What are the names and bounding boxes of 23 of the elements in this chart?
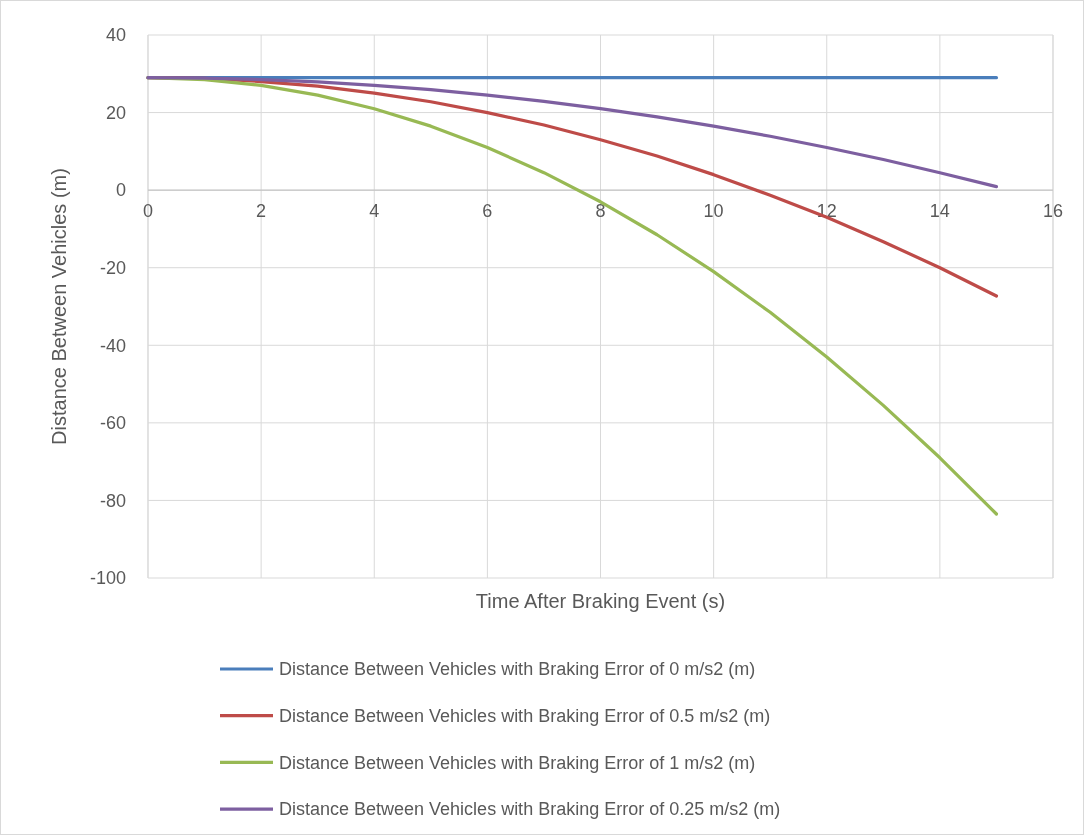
x-tick-label: 0 (142, 200, 154, 221)
y-tick-label: -20 (99, 258, 126, 279)
x-tick-label: 14 (929, 200, 950, 221)
x-tick-label: 2 (256, 200, 267, 221)
y-tick-label: -80 (99, 490, 126, 511)
y-tick-label: 0 (115, 180, 126, 201)
y-tick-label: 20 (105, 102, 126, 123)
x-axis-title: Time After Braking Event (s) (475, 590, 726, 612)
y-axis-title: Distance Between Vehicles (m) (48, 168, 70, 445)
legend-label: Distance Between Vehicles with Braking Error of 1 m/s2 (m) (279, 752, 756, 773)
x-tick-label: 10 (703, 200, 724, 221)
y-tick-label: -60 (99, 413, 126, 434)
y-tick-label: -40 (99, 335, 126, 356)
line-series (146, 76, 999, 189)
x-tick-label: 16 (1042, 200, 1064, 221)
x-tick-label: 4 (369, 200, 380, 221)
legend-label: Distance Between Vehicles with Braking Error of 0.5 m/s2 (m) (279, 706, 771, 726)
legend-label: Distance Between Vehicles with Braking Error of 0 m/s2 (m) (279, 659, 756, 680)
legend-label: Distance Between Vehicles with Braking Error of 0.25 m/s2 (m) (279, 799, 781, 820)
x-tick-label: 6 (482, 200, 493, 221)
y-tick-label: 40 (105, 25, 126, 46)
x-tick-label: 8 (595, 200, 606, 221)
y-tick-label: -100 (89, 568, 126, 589)
